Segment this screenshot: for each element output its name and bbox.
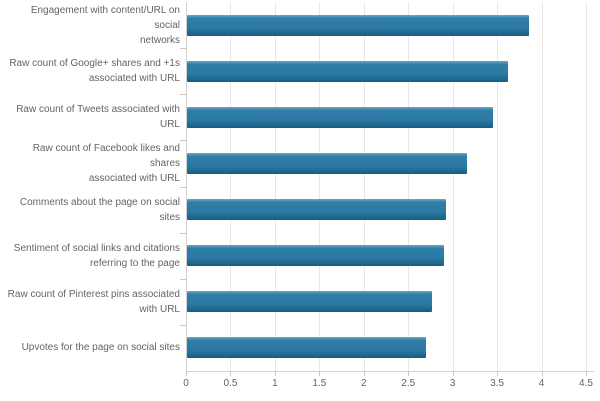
- gridline: [452, 2, 454, 371]
- bar: [187, 14, 530, 36]
- x-axis-tick: [541, 371, 543, 376]
- category-label: Comments about the page on social sites: [19, 196, 180, 223]
- y-axis-tick: [180, 278, 186, 280]
- bar: [187, 337, 426, 359]
- category-label: Engagement with content/URL on social ne…: [30, 4, 180, 46]
- gridline: [541, 2, 543, 371]
- x-tick-label: 2.5: [401, 378, 416, 389]
- x-tick-label: 0: [183, 378, 189, 389]
- x-tick-label: 1.5: [312, 378, 327, 389]
- y-axis-tick: [180, 48, 186, 50]
- x-axis-tick: [230, 371, 232, 376]
- bar: [187, 199, 446, 221]
- category-label: Raw count of Tweets associated with URL: [16, 104, 180, 131]
- gridline: [230, 2, 232, 371]
- y-axis-tick: [180, 324, 186, 326]
- category-label: Sentiment of social links and citations …: [13, 242, 180, 269]
- x-axis-tick: [274, 371, 276, 376]
- gridline: [408, 2, 410, 371]
- category-label: Upvotes for the page on social sites: [21, 342, 180, 354]
- y-axis-tick: [180, 186, 186, 188]
- x-tick-label: 3.5: [490, 378, 505, 389]
- y-axis-tick: [180, 140, 186, 142]
- x-axis-tick: [186, 371, 187, 376]
- x-tick-label: 0.5: [223, 378, 238, 389]
- gridline: [586, 2, 587, 371]
- category-label: Raw count of Pinterest pins associated w…: [7, 288, 180, 315]
- gridline: [497, 2, 499, 371]
- gridline: [274, 2, 276, 371]
- bar: [187, 291, 433, 313]
- bar: [187, 152, 467, 174]
- x-axis-tick: [408, 371, 410, 376]
- x-tick-label: 4.5: [579, 378, 593, 389]
- x-axis: [186, 371, 594, 372]
- x-axis-tick: [363, 371, 365, 376]
- x-tick-label: 1: [272, 378, 278, 389]
- bar: [187, 60, 508, 82]
- category-label: Raw count of Facebook likes and shares a…: [32, 142, 180, 184]
- x-tick-label: 2: [360, 378, 367, 389]
- x-axis-tick: [586, 371, 587, 376]
- gridline: [319, 2, 321, 371]
- x-axis-tick: [452, 371, 454, 376]
- x-axis-tick: [497, 371, 499, 376]
- x-axis-tick: [319, 371, 321, 376]
- y-axis: [186, 2, 187, 371]
- bar: [187, 245, 444, 267]
- y-axis-tick: [180, 94, 186, 96]
- x-tick-label: 4: [538, 378, 545, 389]
- bar: [187, 106, 493, 128]
- category-label: Raw count of Google+ shares and +1s asso…: [9, 58, 180, 85]
- x-tick-label: 3: [449, 378, 456, 389]
- y-axis-tick: [180, 232, 186, 234]
- gridline: [363, 2, 365, 371]
